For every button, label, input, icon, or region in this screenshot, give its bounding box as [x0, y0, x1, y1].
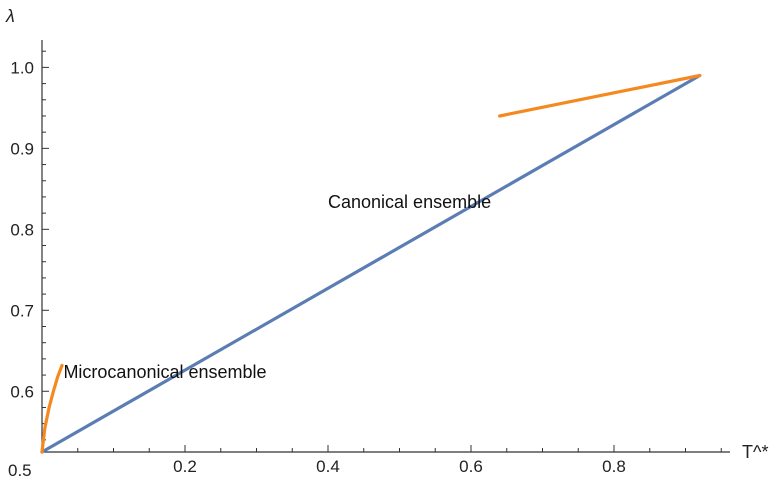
origin-tick-label: 0.5	[8, 461, 32, 480]
series-line-3	[498, 73, 702, 118]
x-axis-label: T^*	[742, 442, 768, 462]
x-tick-label: 0.8	[602, 457, 626, 476]
x-tick-label: 0.2	[173, 457, 197, 476]
annotation-2: Canonical ensemble	[328, 192, 491, 212]
y-tick-label: 0.8	[10, 220, 34, 239]
y-axis-label: λ	[5, 6, 15, 26]
y-tick-label: 0.7	[10, 301, 34, 320]
annotations: Microcanonical ensemble Canonical ensembl…	[63, 192, 491, 382]
y-tick-label: 1.0	[10, 58, 34, 77]
y-tick-label: 0.9	[10, 139, 34, 158]
x-tick-label: 0.4	[316, 457, 340, 476]
annotation-1: Microcanonical ensemble	[63, 362, 266, 382]
series-layer	[40, 73, 702, 454]
series-line-1	[40, 73, 702, 454]
series-line-2	[40, 363, 64, 454]
y-tick-label: 0.6	[10, 382, 34, 401]
x-tick-label: 0.6	[459, 457, 483, 476]
